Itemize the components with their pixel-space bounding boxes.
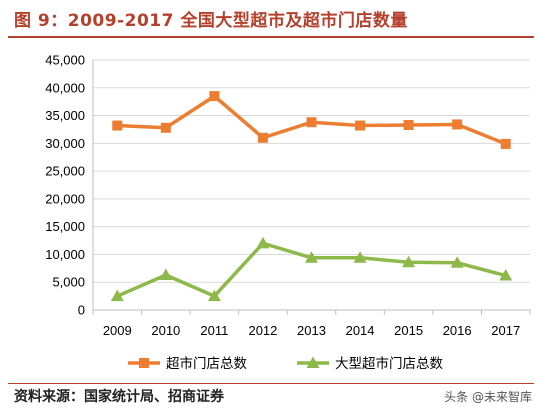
y-tick-label: 15,000 bbox=[45, 219, 85, 234]
legend-marker bbox=[306, 356, 320, 368]
data-point bbox=[353, 251, 367, 263]
x-tick-label: 2011 bbox=[200, 323, 228, 338]
source-note: 资料来源：国家统计局、招商证券 bbox=[14, 389, 224, 405]
x-tick-label: 2015 bbox=[394, 323, 423, 338]
data-point bbox=[452, 119, 463, 130]
data-point bbox=[209, 91, 220, 102]
series-1 bbox=[112, 91, 511, 149]
series-2 bbox=[110, 236, 513, 302]
legend: 超市门店总数 大型超市门店总数 bbox=[128, 355, 443, 372]
x-tick-label: 2009 bbox=[103, 323, 132, 338]
legend-label: 大型超市门店总数 bbox=[335, 355, 443, 372]
series-line bbox=[116, 241, 507, 299]
series-layer bbox=[110, 91, 513, 302]
legend-item: 大型超市门店总数 bbox=[297, 355, 443, 372]
x-tick-label: 2014 bbox=[346, 323, 375, 338]
y-tick-label: 45,000 bbox=[45, 53, 85, 68]
data-point bbox=[355, 120, 366, 131]
watermark: 头条 @未来智库 bbox=[444, 390, 532, 404]
data-point bbox=[160, 122, 171, 133]
data-point bbox=[305, 251, 318, 263]
gridlines bbox=[93, 59, 530, 283]
data-point bbox=[402, 255, 416, 268]
legend-label: 超市门店总数 bbox=[166, 355, 247, 372]
data-point bbox=[499, 269, 513, 281]
axes: 0 5,000 10,000 15,000 20,000 25,000 30,000 35,0… bbox=[45, 53, 531, 338]
source-divider bbox=[8, 383, 534, 384]
line-chart: 0 5,000 10,000 15,000 20,000 25,000 30,000 35,0… bbox=[45, 53, 531, 372]
data-point bbox=[403, 120, 414, 130]
data-point bbox=[207, 289, 221, 302]
y-tick-label: 5,000 bbox=[52, 275, 85, 290]
y-tick-label: 20,000 bbox=[45, 191, 85, 206]
x-tick-label: 2012 bbox=[248, 323, 277, 338]
y-tick-label: 0 bbox=[78, 303, 85, 318]
data-point bbox=[110, 289, 124, 302]
data-point bbox=[159, 268, 173, 280]
data-point bbox=[257, 132, 268, 143]
y-tick-label: 10,000 bbox=[45, 247, 85, 262]
data-point bbox=[112, 120, 123, 131]
y-tick-label: 35,000 bbox=[45, 108, 85, 123]
chart-title: 图 9：2009-2017 全国大型超市及超市门店数量 bbox=[14, 11, 408, 31]
x-tick-label: 2010 bbox=[151, 323, 180, 338]
data-point bbox=[500, 138, 511, 149]
data-point bbox=[450, 256, 464, 268]
data-point bbox=[256, 236, 270, 249]
x-tick-label: 2016 bbox=[443, 323, 472, 338]
y-tick-label: 25,000 bbox=[45, 164, 85, 179]
y-tick-label: 40,000 bbox=[45, 80, 85, 95]
y-tick-label: 30,000 bbox=[45, 136, 85, 151]
title-divider bbox=[8, 36, 534, 38]
legend-item: 超市门店总数 bbox=[128, 355, 247, 372]
legend-marker bbox=[139, 358, 149, 368]
x-tick-label: 2013 bbox=[297, 323, 326, 338]
data-point bbox=[306, 117, 317, 128]
x-tick-label: 2017 bbox=[491, 323, 520, 338]
